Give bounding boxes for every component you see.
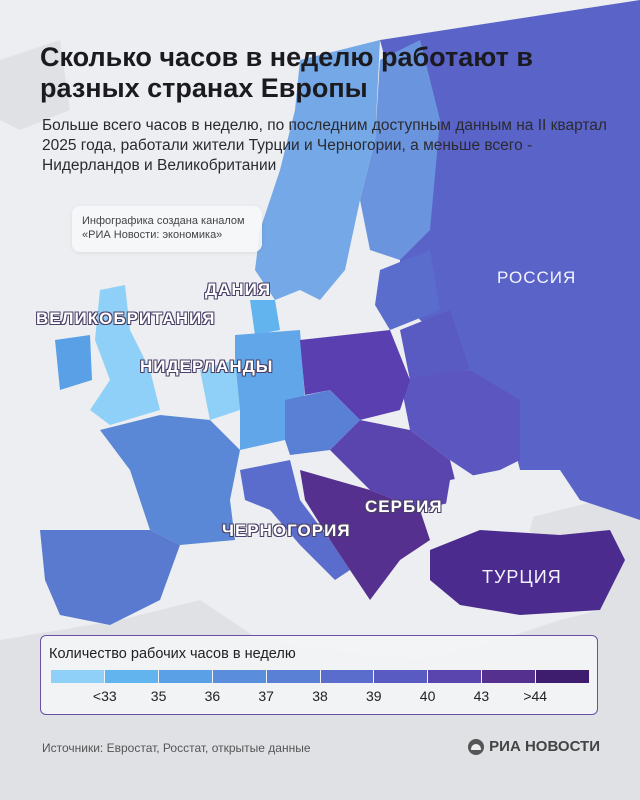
legend-swatch [428, 670, 482, 683]
country-ukraine [400, 370, 520, 480]
legend-swatch [374, 670, 428, 683]
page-title: Сколько часов в неделю работают в разных… [40, 42, 533, 103]
legend-swatch [320, 670, 374, 683]
country-turkey [430, 530, 625, 615]
country-carpathian [330, 420, 460, 510]
legend-swatch [266, 670, 320, 683]
label-russia: РОССИЯ [497, 268, 577, 287]
ria-logo: РИА НОВОСТИ [468, 738, 600, 755]
country-france [100, 415, 240, 545]
ria-logo-icon [468, 738, 485, 755]
ria-logo-text: РИА НОВОСТИ [489, 738, 600, 755]
legend: Количество рабочих часов в неделю <33 35 3… [40, 635, 598, 715]
label-serbia: СЕРБИЯ [365, 497, 443, 516]
label-montenegro: ЧЕРНОГОРИЯ [222, 521, 351, 540]
country-poland [300, 330, 410, 420]
legend-tick: >44 [523, 688, 548, 704]
legend-swatch [104, 670, 158, 683]
country-finland [360, 40, 440, 260]
land-greenland-iceland [0, 40, 70, 130]
legend-tick: 39 [366, 688, 382, 704]
country-baltics [375, 250, 440, 330]
legend-swatch [482, 670, 536, 683]
page-subtitle: Больше всего часов в неделю, по последни… [42, 117, 607, 174]
country-scandinavia [255, 40, 380, 300]
country-balkans [300, 470, 430, 600]
country-ireland [55, 335, 92, 390]
legend-tick: 36 [204, 688, 221, 704]
legend-swatch [158, 670, 212, 683]
label-denmark: ДАНИЯ [205, 280, 272, 299]
country-russia [380, 0, 640, 520]
black-sea [445, 470, 540, 530]
legend-swatch [51, 670, 104, 683]
legend-swatch [212, 670, 266, 683]
label-netherlands: НИДЕРЛАНДЫ [140, 357, 274, 376]
legend-tick: 35 [150, 688, 167, 704]
credit-note: Инфографика создана каналом «РИА Новости… [72, 206, 262, 252]
label-uk: ВЕЛИКОБРИТАНИЯ [36, 309, 216, 328]
country-denmark [250, 300, 280, 335]
legend-tick: 38 [312, 688, 328, 704]
country-iberia [40, 530, 180, 625]
legend-tick: <33 [92, 688, 117, 704]
label-turkey: ТУРЦИЯ [482, 567, 562, 587]
country-uk [90, 285, 160, 425]
legend-title: Количество рабочих часов в неделю [49, 646, 296, 662]
legend-tick: 37 [258, 688, 274, 704]
country-italy [240, 460, 350, 580]
country-benelux [200, 360, 240, 420]
country-belarus [400, 310, 470, 380]
legend-swatch [536, 670, 590, 683]
legend-tick: 43 [473, 688, 490, 704]
legend-ticks: <33 35 36 37 38 39 40 43 >44 [51, 688, 589, 708]
legend-tick: 40 [419, 688, 436, 704]
legend-color-scale [51, 670, 590, 683]
sources: Источники: Евростат, Росстат, открытые д… [42, 741, 311, 755]
